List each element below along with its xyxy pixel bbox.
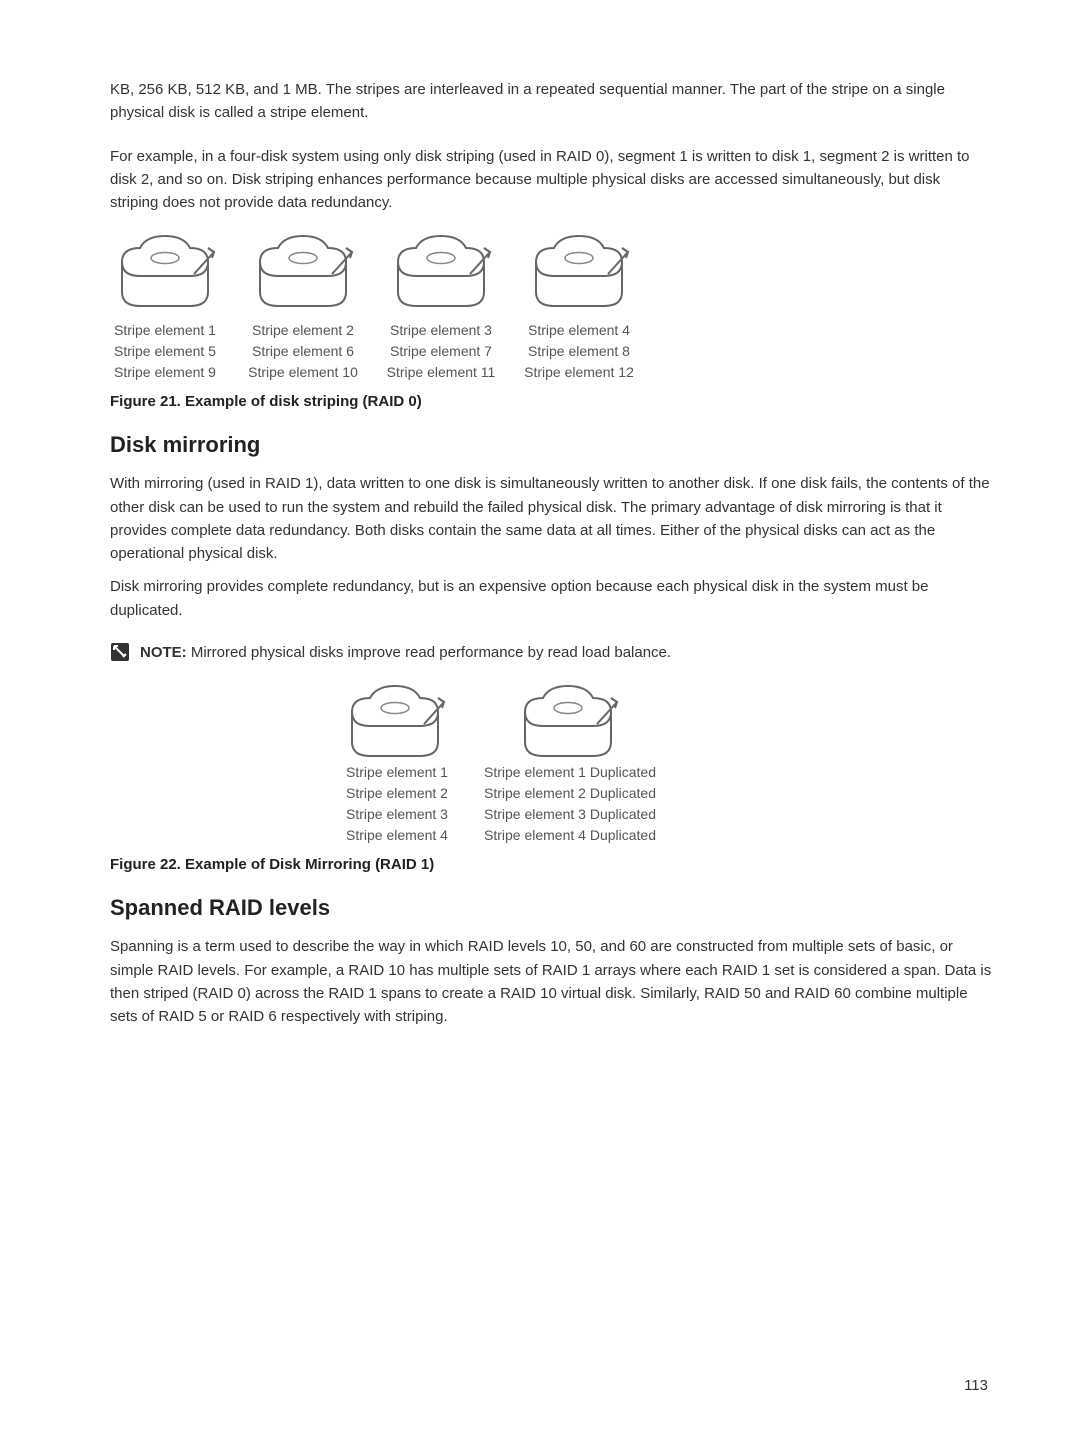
striping-label: Stripe element 9 [114, 362, 216, 383]
mirroring-paragraph-1: With mirroring (used in RAID 1), data wr… [110, 472, 992, 565]
mirror-label: Stripe element 2 [342, 783, 448, 804]
disk-icon [386, 234, 496, 312]
striping-label: Stripe element 11 [387, 362, 496, 383]
striping-label: Stripe element 8 [524, 341, 634, 362]
mirror-label: Stripe element 3 [342, 804, 448, 825]
intro-paragraph-2: For example, in a four-disk system using… [110, 145, 992, 215]
spanned-paragraph-1: Spanning is a term used to describe the … [110, 935, 992, 1028]
mirror-disk-1-labels: Stripe element 1 Stripe element 2 Stripe… [342, 762, 448, 846]
mirroring-paragraph-2: Disk mirroring provides complete redunda… [110, 575, 992, 622]
mirror-disk-2: Stripe element 1 Duplicated Stripe eleme… [480, 684, 656, 846]
mirror-label: Stripe element 2 Duplicated [480, 783, 656, 804]
mirror-label: Stripe element 4 [342, 825, 448, 846]
striping-label: Stripe element 3 [387, 320, 496, 341]
mirror-label: Stripe element 4 Duplicated [480, 825, 656, 846]
mirror-label: Stripe element 1 [342, 762, 448, 783]
disk-icon [248, 234, 358, 312]
striping-figure: Stripe element 1 Stripe element 5 Stripe… [110, 234, 992, 383]
striping-label: Stripe element 6 [248, 341, 358, 362]
striping-label: Stripe element 5 [114, 341, 216, 362]
striping-disk-4: Stripe element 4 Stripe element 8 Stripe… [524, 234, 634, 383]
mirror-label: Stripe element 1 Duplicated [480, 762, 656, 783]
striping-label: Stripe element 7 [387, 341, 496, 362]
note-body: Mirrored physical disks improve read per… [187, 644, 671, 661]
striping-label: Stripe element 10 [248, 362, 358, 383]
disk-icon [513, 684, 623, 762]
note-icon [110, 642, 130, 662]
striping-label: Stripe element 1 [114, 320, 216, 341]
note-label: NOTE: [140, 644, 187, 661]
page-number: 113 [964, 1377, 988, 1394]
note-row: NOTE: Mirrored physical disks improve re… [110, 642, 992, 665]
disk-icon [110, 234, 220, 312]
mirror-disk-1: Stripe element 1 Stripe element 2 Stripe… [340, 684, 450, 846]
note-text: NOTE: Mirrored physical disks improve re… [140, 642, 671, 665]
striping-disk-1-labels: Stripe element 1 Stripe element 5 Stripe… [114, 320, 216, 383]
striping-disk-2-labels: Stripe element 2 Stripe element 6 Stripe… [248, 320, 358, 383]
figure-22-caption: Figure 22. Example of Disk Mirroring (RA… [110, 856, 992, 873]
mirroring-figure: Stripe element 1 Stripe element 2 Stripe… [110, 684, 992, 846]
disk-mirroring-heading: Disk mirroring [110, 432, 992, 458]
striping-disk-1: Stripe element 1 Stripe element 5 Stripe… [110, 234, 220, 383]
disk-icon [524, 234, 634, 312]
striping-disk-2: Stripe element 2 Stripe element 6 Stripe… [248, 234, 358, 383]
striping-disk-3: Stripe element 3 Stripe element 7 Stripe… [386, 234, 496, 383]
intro-paragraph-1: KB, 256 KB, 512 KB, and 1 MB. The stripe… [110, 78, 992, 125]
mirror-label: Stripe element 3 Duplicated [480, 804, 656, 825]
mirror-disk-2-labels: Stripe element 1 Duplicated Stripe eleme… [480, 762, 656, 846]
striping-label: Stripe element 2 [248, 320, 358, 341]
figure-21-caption: Figure 21. Example of disk striping (RAI… [110, 393, 992, 410]
striping-disk-3-labels: Stripe element 3 Stripe element 7 Stripe… [387, 320, 496, 383]
striping-label: Stripe element 12 [524, 362, 634, 383]
spanned-raid-heading: Spanned RAID levels [110, 895, 992, 921]
striping-disk-4-labels: Stripe element 4 Stripe element 8 Stripe… [524, 320, 634, 383]
striping-label: Stripe element 4 [524, 320, 634, 341]
disk-icon [340, 684, 450, 762]
